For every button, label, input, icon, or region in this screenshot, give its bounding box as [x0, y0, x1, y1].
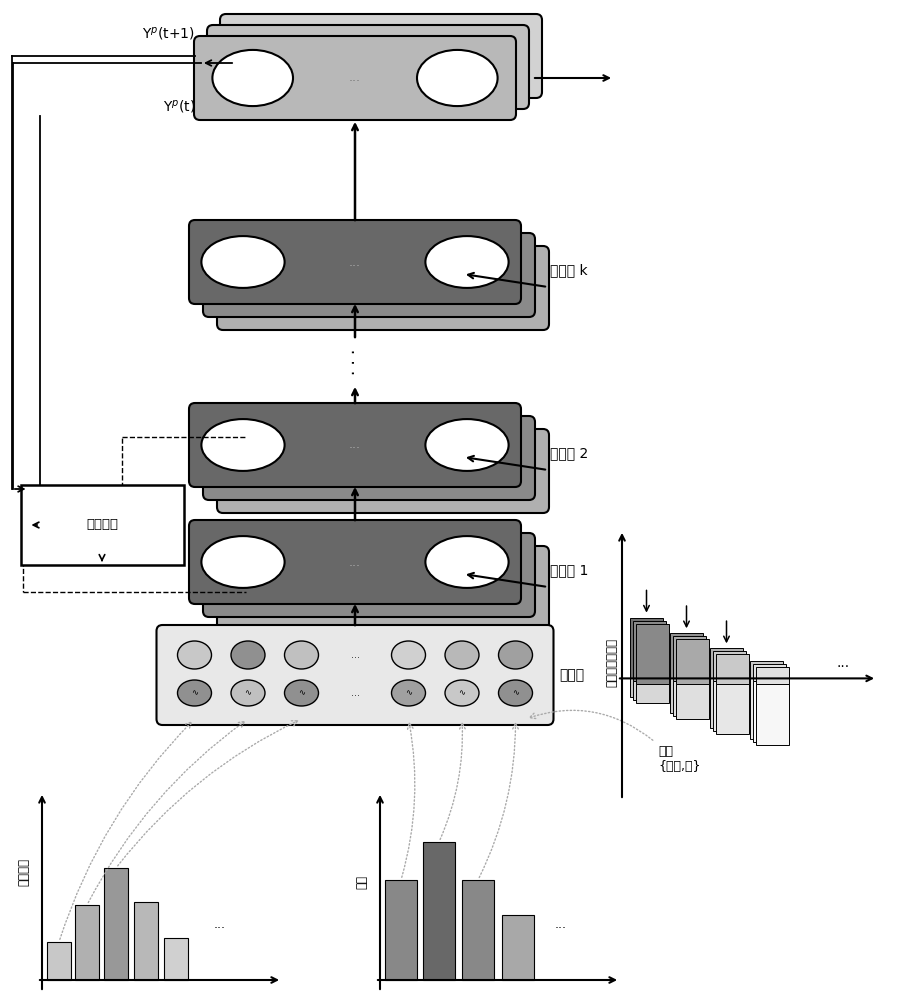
Ellipse shape: [417, 50, 497, 106]
Bar: [104, 868, 128, 980]
Bar: [630, 618, 663, 678]
FancyBboxPatch shape: [194, 36, 516, 120]
Ellipse shape: [177, 680, 212, 706]
Bar: [636, 684, 669, 703]
Text: Y$^p$(t+1): Y$^p$(t+1): [142, 24, 195, 41]
Ellipse shape: [202, 236, 285, 288]
Bar: [756, 667, 789, 684]
Bar: [462, 880, 494, 980]
Ellipse shape: [392, 680, 425, 706]
Bar: [47, 942, 71, 980]
Ellipse shape: [285, 680, 318, 706]
Ellipse shape: [202, 536, 285, 588]
Text: ∿: ∿: [512, 688, 519, 698]
Ellipse shape: [445, 641, 479, 669]
Text: ...: ...: [350, 688, 359, 698]
FancyBboxPatch shape: [217, 246, 549, 330]
Bar: [756, 684, 789, 745]
Text: ∿: ∿: [459, 688, 466, 698]
Bar: [134, 902, 158, 980]
Bar: [753, 664, 786, 681]
Ellipse shape: [425, 419, 508, 471]
Text: ∿: ∿: [405, 688, 412, 698]
Bar: [673, 681, 706, 716]
Text: ...: ...: [349, 556, 361, 568]
FancyBboxPatch shape: [207, 25, 529, 109]
Text: 有功功率: 有功功率: [17, 858, 30, 886]
Bar: [670, 678, 703, 713]
Bar: [710, 678, 743, 728]
Bar: [502, 915, 534, 980]
Ellipse shape: [285, 641, 318, 669]
Bar: [633, 620, 666, 681]
Bar: [164, 938, 188, 980]
FancyBboxPatch shape: [189, 520, 521, 604]
Bar: [676, 684, 709, 719]
Bar: [75, 905, 99, 980]
FancyBboxPatch shape: [21, 485, 184, 565]
Text: ∿: ∿: [191, 688, 198, 698]
FancyBboxPatch shape: [189, 220, 521, 304]
Text: ...: ...: [837, 656, 851, 670]
Text: ...: ...: [214, 918, 226, 932]
Text: ∿: ∿: [298, 688, 305, 698]
Bar: [713, 681, 746, 731]
Ellipse shape: [445, 680, 479, 706]
Bar: [670, 633, 703, 678]
Text: 隐藏层 2: 隐藏层 2: [550, 446, 588, 460]
Bar: [676, 639, 709, 684]
Text: 电压: 电压: [355, 875, 368, 889]
FancyBboxPatch shape: [189, 403, 521, 487]
Ellipse shape: [231, 680, 265, 706]
Ellipse shape: [213, 50, 293, 106]
FancyBboxPatch shape: [203, 533, 535, 617]
Bar: [673, 636, 706, 681]
FancyBboxPatch shape: [203, 416, 535, 500]
Text: ∿: ∿: [244, 688, 251, 698]
Bar: [716, 654, 749, 684]
Ellipse shape: [498, 641, 532, 669]
Bar: [716, 684, 749, 734]
Text: 输入层: 输入层: [560, 668, 585, 682]
Ellipse shape: [177, 641, 212, 669]
Text: 有功层敏感系数: 有功层敏感系数: [605, 638, 618, 687]
Text: 时间
{小时,天}: 时间 {小时,天}: [658, 745, 700, 773]
Text: · · ·: · · ·: [346, 349, 364, 375]
Bar: [385, 880, 417, 980]
FancyBboxPatch shape: [203, 233, 535, 317]
Ellipse shape: [498, 680, 532, 706]
Bar: [633, 681, 666, 700]
FancyBboxPatch shape: [217, 546, 549, 630]
FancyBboxPatch shape: [217, 429, 549, 513]
Text: ...: ...: [349, 438, 361, 452]
Text: 隐藏层 k: 隐藏层 k: [550, 263, 587, 277]
Text: ...: ...: [555, 918, 567, 932]
Text: ...: ...: [349, 71, 361, 84]
Ellipse shape: [392, 641, 425, 669]
Ellipse shape: [231, 641, 265, 669]
Ellipse shape: [425, 536, 508, 588]
FancyBboxPatch shape: [220, 14, 542, 98]
Ellipse shape: [425, 236, 508, 288]
Bar: [423, 842, 455, 980]
Bar: [750, 678, 783, 739]
Bar: [630, 678, 663, 697]
Text: 权重优化: 权重优化: [86, 518, 118, 532]
Bar: [636, 624, 669, 684]
Bar: [710, 648, 743, 678]
Text: ...: ...: [349, 255, 361, 268]
Ellipse shape: [202, 419, 285, 471]
Bar: [750, 661, 783, 678]
FancyBboxPatch shape: [157, 625, 553, 725]
Text: C$_0$: C$_0$: [292, 609, 308, 624]
Text: Y$^p$(t): Y$^p$(t): [163, 98, 195, 115]
Bar: [753, 681, 786, 742]
Text: ...: ...: [350, 650, 359, 660]
Bar: [713, 651, 746, 681]
Text: 隐藏层 1: 隐藏层 1: [550, 563, 588, 577]
